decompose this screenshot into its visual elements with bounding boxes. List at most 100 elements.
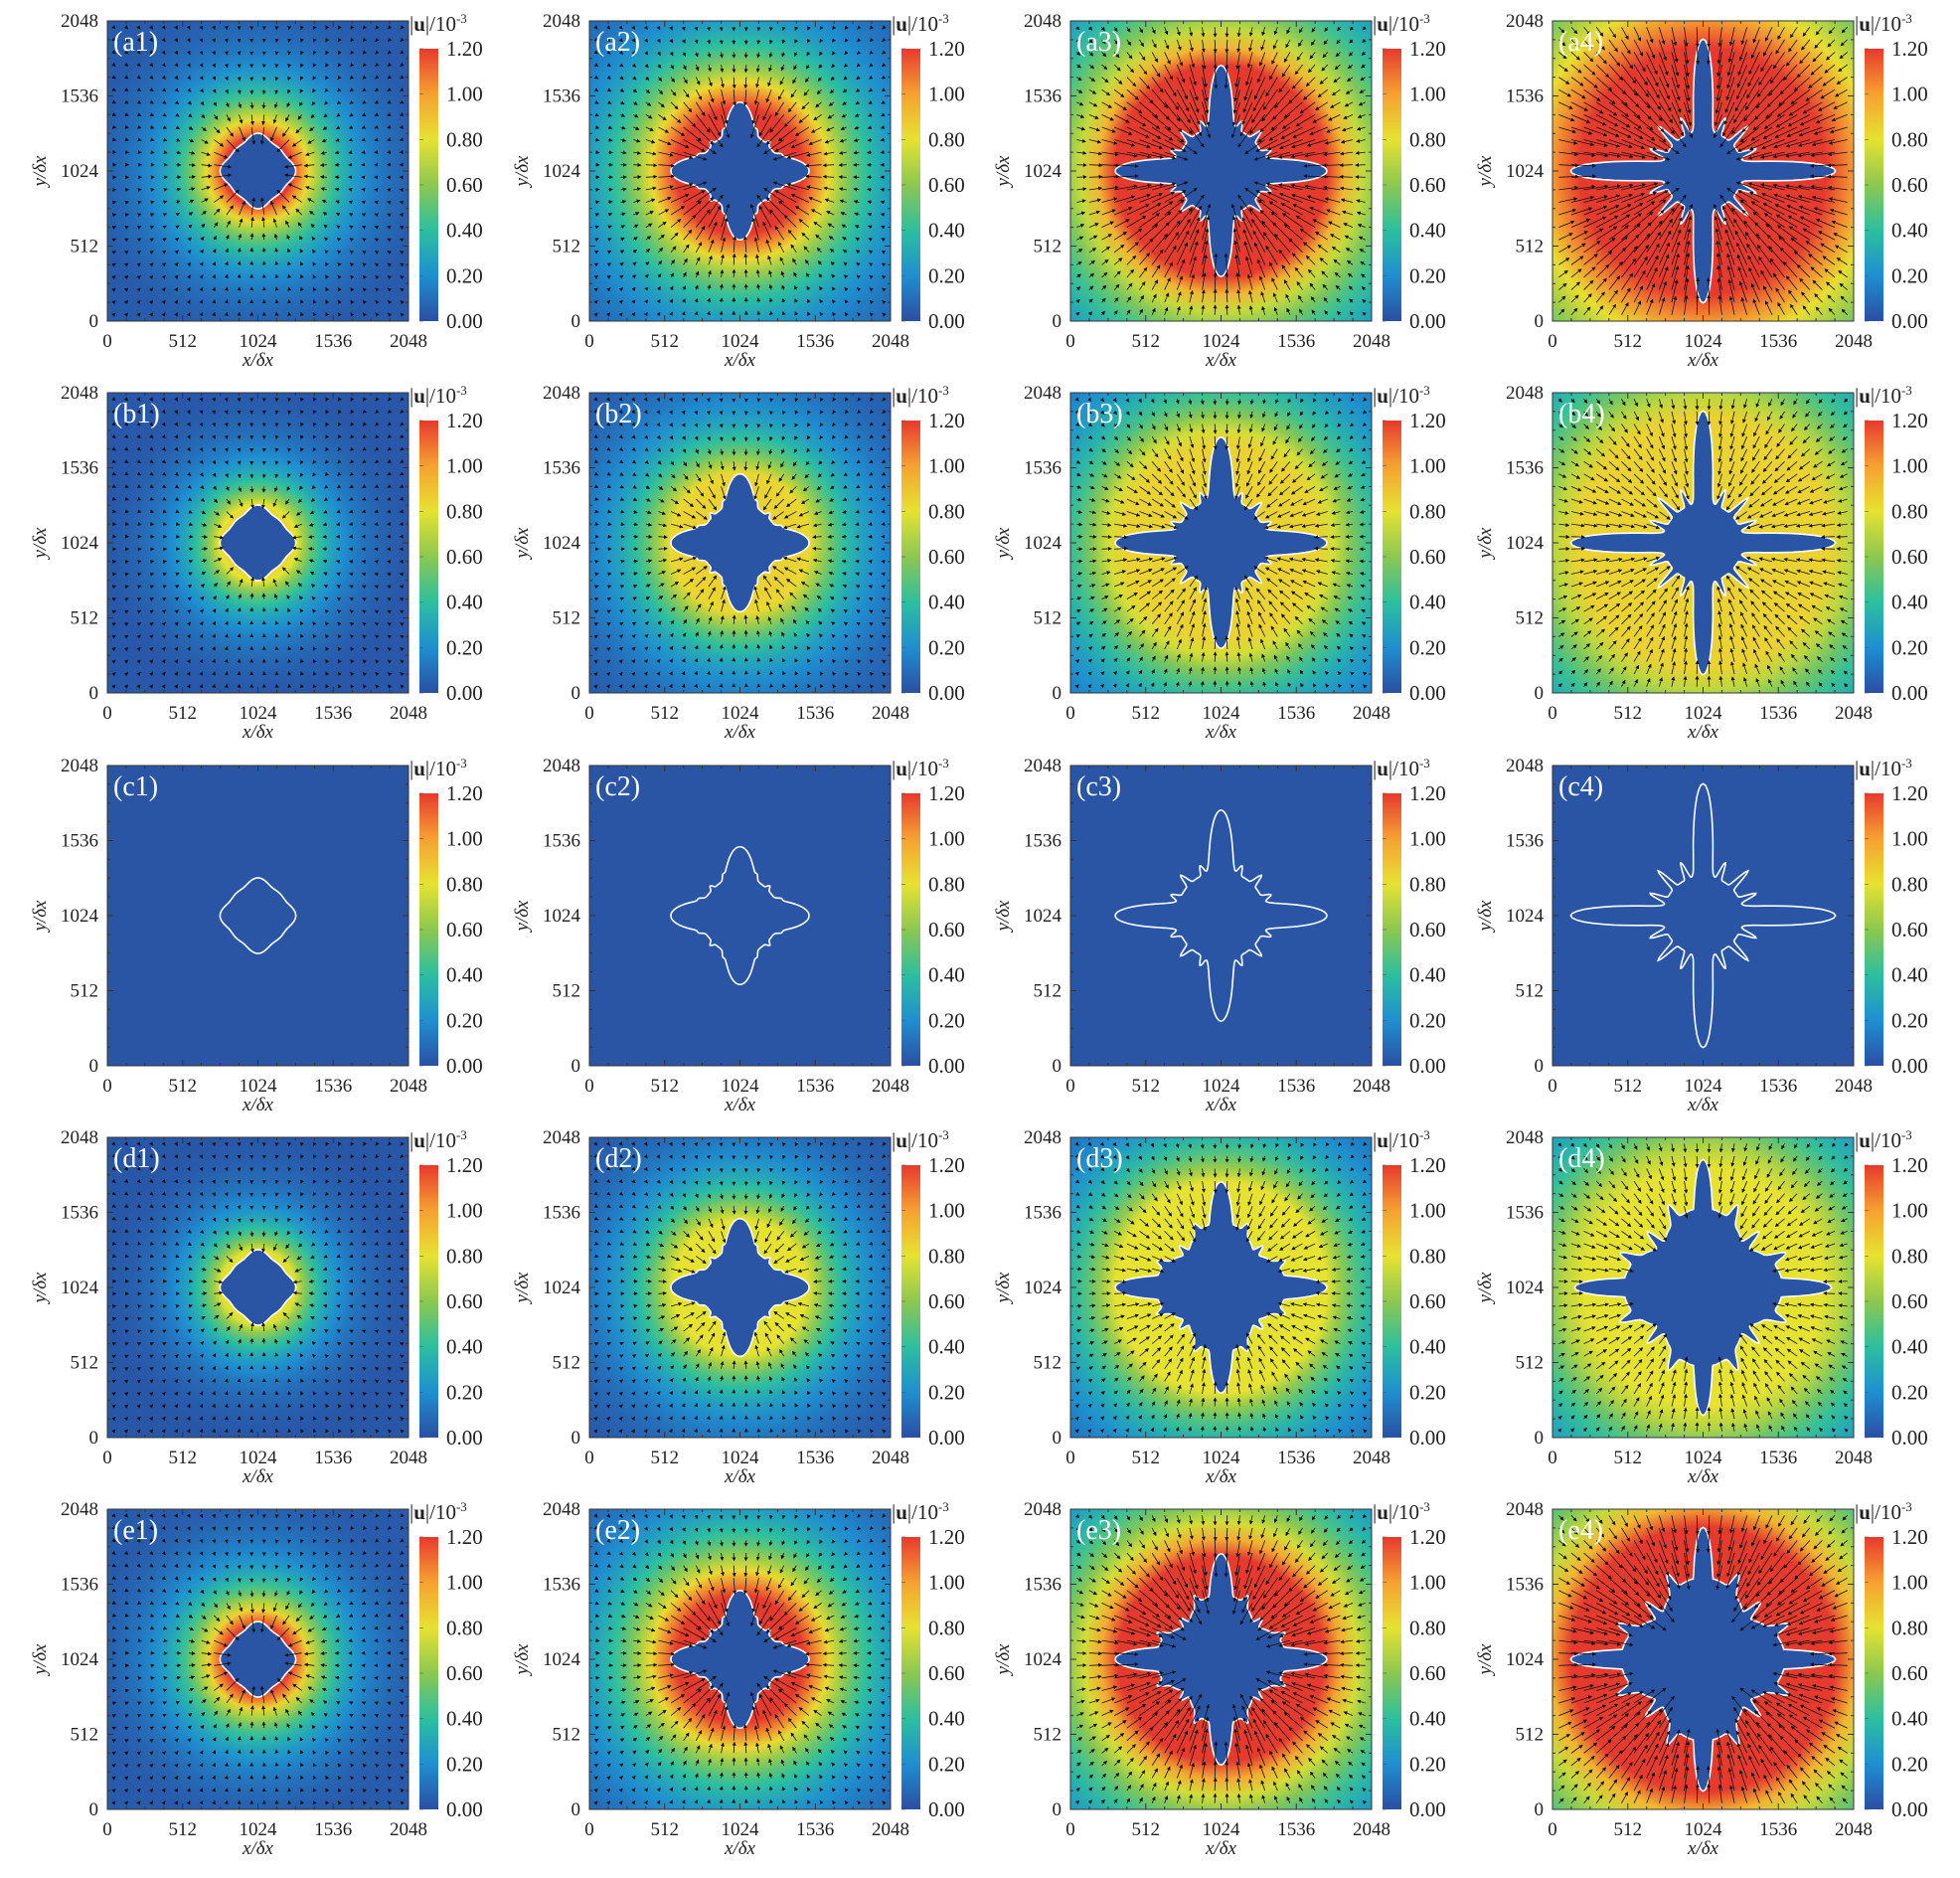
colorbar-tick-label: 0.80 xyxy=(1891,127,1928,151)
panel-label: (a4) xyxy=(1558,27,1603,58)
colorbar-tick-label: 1.20 xyxy=(1891,37,1928,61)
velocity-arrow xyxy=(594,509,599,514)
colorbar-tick-label: 1.20 xyxy=(1409,409,1446,432)
colorbar-tick-label: 1.00 xyxy=(1409,83,1446,106)
velocity-arrow xyxy=(387,200,392,205)
y-tick-label: 512 xyxy=(71,981,99,1002)
velocity-arrow xyxy=(237,447,242,452)
x-tick-label: 1536 xyxy=(796,331,834,352)
x-tick-label: 512 xyxy=(169,1076,198,1097)
colorbar-exponent: -3 xyxy=(456,756,467,770)
velocity-arrow xyxy=(287,671,292,676)
velocity-arrow xyxy=(1213,651,1218,662)
panel-label: (a1) xyxy=(113,27,158,58)
velocity-arrow xyxy=(607,150,613,155)
colorbar-tick-label: 1.20 xyxy=(446,37,483,61)
panel-a1: 0 512 1024 1536 2048 0 512 1024 1536 2048 x/δx y/δx… xyxy=(30,11,483,371)
colorbar-tick-label: 0.60 xyxy=(1409,545,1446,569)
colorbar-title: |u|/10-3 xyxy=(1855,383,1912,408)
panel-label: (b1) xyxy=(113,399,160,429)
velocity-arrow xyxy=(237,633,242,638)
colorbar-tick-label: 0.40 xyxy=(928,591,965,614)
y-tick-label: 512 xyxy=(71,237,99,257)
colorbar-tick-label: 0.00 xyxy=(1409,309,1446,333)
y-tick-label: 1024 xyxy=(61,161,99,182)
velocity-arrow xyxy=(756,657,761,662)
x-tick-label: 1024 xyxy=(240,1076,278,1097)
y-tick-label: 1536 xyxy=(1506,86,1544,107)
y-axis-label: y/δx xyxy=(1475,155,1496,189)
y-tick-label: 0 xyxy=(1535,311,1545,332)
velocity-arrow xyxy=(287,410,292,415)
colorbar-tick-label: 0.20 xyxy=(928,635,965,659)
y-tick-label: 1024 xyxy=(1024,161,1062,182)
x-tick-label: 512 xyxy=(1132,331,1161,352)
x-tick-label: 2048 xyxy=(390,331,427,352)
colorbar-exponent: -3 xyxy=(938,383,949,398)
velocity-arrow xyxy=(287,658,292,663)
colorbar-tick-label: 0.60 xyxy=(1891,545,1928,569)
velocity-arrow xyxy=(287,299,292,304)
panel-a2: 0 512 1024 1536 2048 0 512 1024 1536 2048 x/δx y/δx… xyxy=(512,11,965,371)
colorbar-tick-label: 0.80 xyxy=(446,499,483,523)
x-tick-label: 512 xyxy=(1614,703,1643,724)
velocity-arrow xyxy=(124,572,129,577)
y-axis-label: y/δx xyxy=(993,155,1014,189)
panel-label: (b3) xyxy=(1076,399,1123,429)
colorbar-exponent: -3 xyxy=(456,11,467,26)
colorbar-tick-label: 0.40 xyxy=(446,963,483,987)
x-axis-label: x/δx xyxy=(242,350,274,371)
colorbar-tick-label: 0.60 xyxy=(1409,173,1446,197)
x-tick-label: 2048 xyxy=(872,331,909,352)
colorbar-exponent: -3 xyxy=(938,11,949,26)
colorbar-title: |u|/10-3 xyxy=(892,11,949,36)
colorbar-tick-label: 0.00 xyxy=(928,681,965,705)
x-tick-label: 512 xyxy=(169,703,198,724)
velocity-arrow xyxy=(1213,424,1218,434)
x-tick-label: 0 xyxy=(1548,331,1557,352)
colorbar-title: |u|/10-3 xyxy=(409,756,467,780)
velocity-arrow xyxy=(607,187,613,192)
x-tick-label: 0 xyxy=(584,703,594,724)
colorbar-tick-label: 0.80 xyxy=(1891,499,1928,523)
panel-c2: 0 512 1024 1536 20480512102415362048x/δxy/δx… xyxy=(512,756,965,1115)
colorbar-tick-label: 0.60 xyxy=(928,173,965,197)
x-tick-label: 0 xyxy=(102,703,112,724)
velocity-arrow xyxy=(706,398,711,403)
y-tick-label: 0 xyxy=(1535,683,1545,704)
velocity-arrow xyxy=(719,657,724,662)
x-axis-label: x/δx xyxy=(1205,350,1237,371)
x-tick-label: 1024 xyxy=(240,331,278,352)
y-tick-label: 1536 xyxy=(543,86,580,107)
colorbar-tick-label: 0.00 xyxy=(446,681,483,705)
velocity-arrow xyxy=(855,522,860,527)
colorbar-tick-label: 0.40 xyxy=(446,591,483,614)
y-tick-label: 1024 xyxy=(61,906,99,927)
colorbar-tick-label: 1.00 xyxy=(446,83,483,106)
x-tick-label: 1536 xyxy=(796,703,834,724)
colorbar-tick-label: 1.00 xyxy=(1891,83,1928,106)
x-tick-label: 1536 xyxy=(314,331,352,352)
x-tick-label: 0 xyxy=(1548,703,1557,724)
y-tick-label: 2048 xyxy=(1024,11,1062,32)
colorbar-tick-label: 0.20 xyxy=(446,1008,483,1032)
colorbar-tick-label: 0.20 xyxy=(1409,635,1446,659)
x-axis-label: x/δx xyxy=(1687,350,1719,371)
colorbar-tick-label: 0.60 xyxy=(928,545,965,569)
colorbar-tick-label: 0.40 xyxy=(1891,219,1928,243)
y-tick-label: 2048 xyxy=(1506,383,1544,404)
colorbar-tick-label: 1.00 xyxy=(446,827,483,851)
colorbar-tick-label: 0.40 xyxy=(1891,591,1928,614)
colorbar-tick-label: 1.00 xyxy=(1891,454,1928,478)
x-axis-label: x/δx xyxy=(724,350,756,371)
x-tick-label: 1024 xyxy=(1203,331,1241,352)
velocity-arrow xyxy=(706,683,711,688)
x-tick-label: 1536 xyxy=(314,703,352,724)
y-axis-label: y/δx xyxy=(512,527,533,561)
x-tick-label: 0 xyxy=(1065,703,1075,724)
y-tick-label: 1536 xyxy=(61,458,98,479)
velocity-arrow xyxy=(137,509,142,514)
y-tick-label: 2048 xyxy=(543,383,580,404)
velocity-arrow xyxy=(374,509,379,514)
